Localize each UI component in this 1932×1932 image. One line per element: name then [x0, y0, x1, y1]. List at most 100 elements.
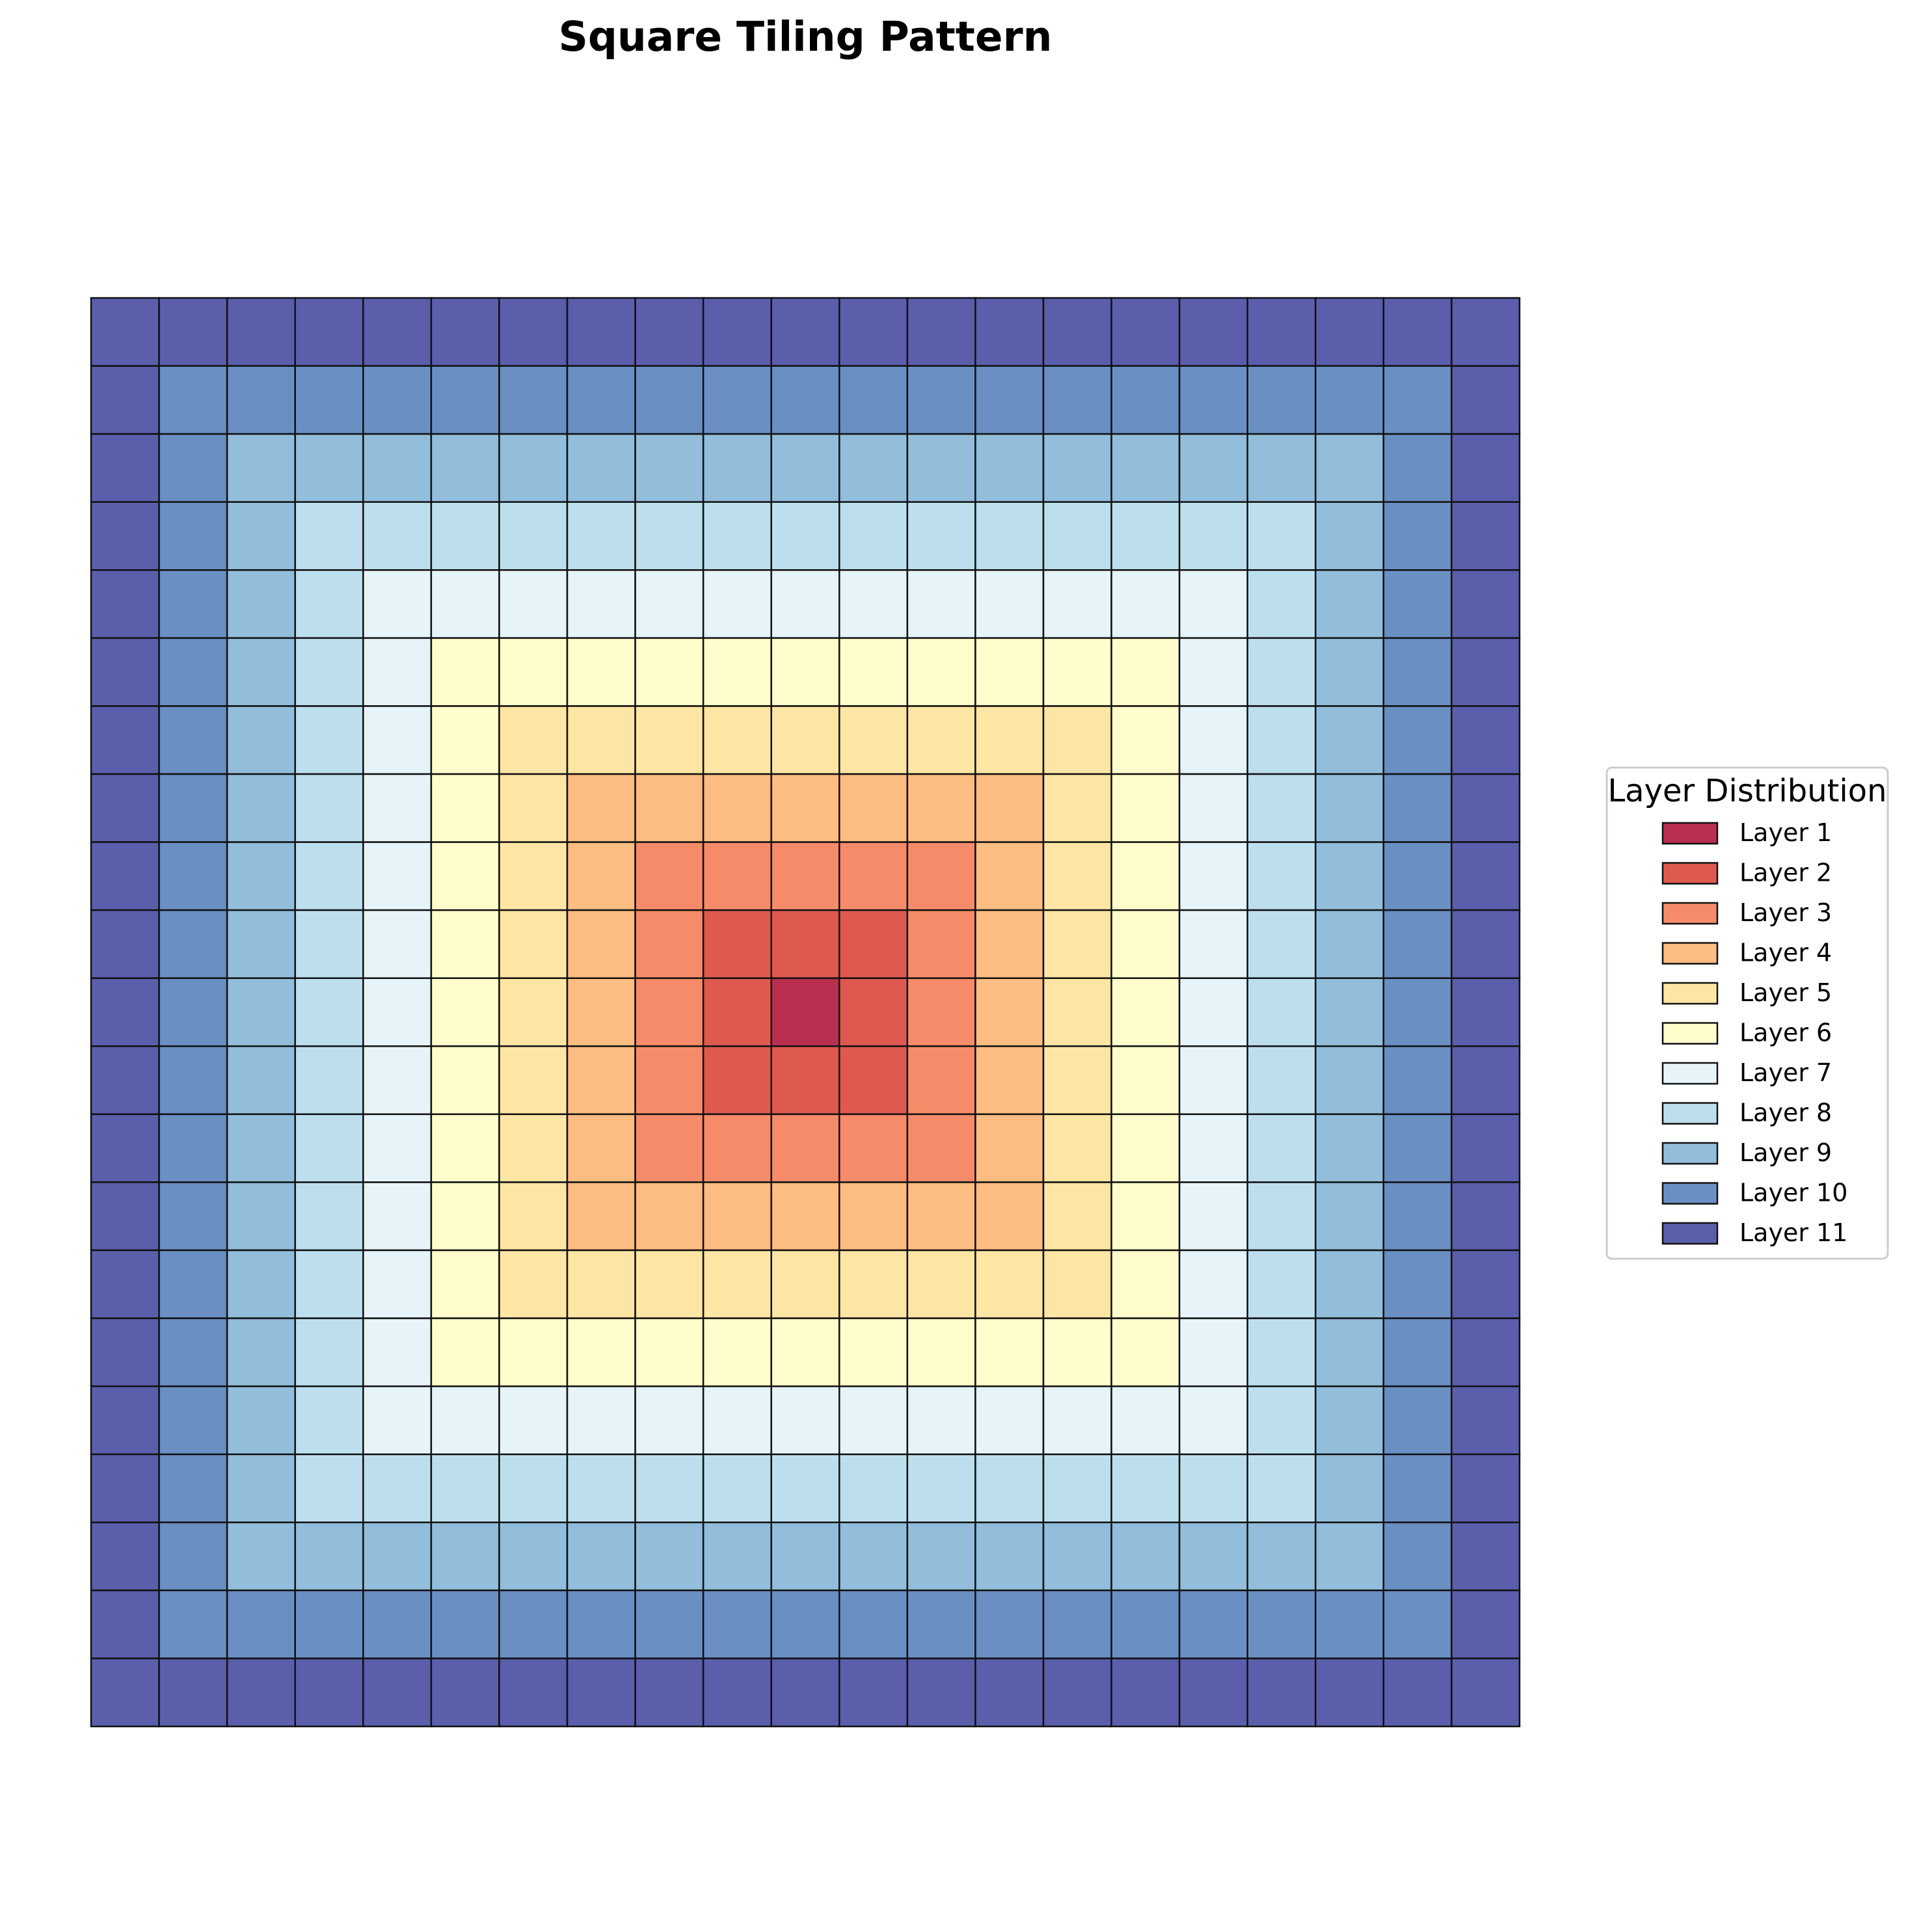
tile-layer-6	[430, 1113, 500, 1183]
tile-layer-7	[362, 841, 433, 911]
tile-layer-7	[362, 977, 433, 1047]
tile-layer-7	[430, 1385, 500, 1455]
tile-layer-6	[1110, 909, 1181, 979]
tile-layer-9	[1315, 773, 1385, 843]
tile-layer-9	[430, 433, 500, 503]
tile-layer-2	[839, 1045, 909, 1116]
tile-layer-10	[839, 365, 909, 435]
tile-layer-5	[1042, 1249, 1112, 1319]
tile-layer-9	[1315, 705, 1385, 775]
tile-layer-11	[974, 1657, 1045, 1728]
tile-layer-11	[839, 1657, 909, 1728]
tile-layer-10	[1382, 909, 1453, 979]
tile-layer-4	[974, 977, 1045, 1047]
tile-layer-10	[634, 365, 704, 435]
legend-title: Layer Distribution	[1607, 773, 1886, 809]
tile-layer-9	[634, 433, 704, 503]
tile-layer-5	[906, 705, 976, 775]
tile-layer-7	[770, 1385, 840, 1455]
tile-layer-9	[226, 1113, 296, 1183]
tile-layer-4	[770, 1181, 840, 1252]
tile-layer-6	[634, 637, 704, 707]
tile-layer-11	[1451, 977, 1521, 1047]
tile-layer-6	[1110, 1317, 1181, 1388]
legend-swatch-layer-8	[1661, 1102, 1719, 1125]
legend-label-layer-10: Layer 10	[1739, 1179, 1847, 1207]
tile-layer-5	[839, 705, 909, 775]
tile-layer-8	[839, 1453, 909, 1523]
tile-layer-11	[226, 297, 296, 367]
tile-layer-8	[430, 501, 500, 571]
legend-label-layer-6: Layer 6	[1739, 1019, 1832, 1047]
tile-layer-10	[158, 501, 228, 571]
tile-layer-7	[1178, 1317, 1248, 1388]
tile-layer-5	[1042, 773, 1112, 843]
tile-layer-10	[498, 1589, 569, 1659]
tile-layer-8	[294, 1453, 364, 1523]
tile-layer-10	[226, 365, 296, 435]
tile-layer-11	[90, 1113, 160, 1183]
tile-layer-6	[430, 637, 500, 707]
tile-layer-10	[158, 1522, 228, 1592]
tile-layer-9	[1315, 1522, 1385, 1592]
tile-layer-7	[702, 569, 772, 639]
tile-layer-11	[1451, 365, 1521, 435]
tile-layer-11	[1451, 501, 1521, 571]
tile-layer-6	[1110, 1045, 1181, 1116]
tile-layer-10	[158, 1045, 228, 1116]
tile-layer-2	[770, 909, 840, 979]
tile-layer-9	[1110, 433, 1181, 503]
tile-layer-10	[362, 365, 433, 435]
tile-layer-11	[1382, 297, 1453, 367]
tile-layer-4	[566, 1113, 636, 1183]
tile-layer-6	[906, 637, 976, 707]
tile-layer-4	[566, 909, 636, 979]
tile-layer-6	[566, 637, 636, 707]
tile-layer-11	[1451, 1113, 1521, 1183]
tile-layer-10	[1382, 1522, 1453, 1592]
tile-layer-11	[1178, 1657, 1248, 1728]
tile-layer-9	[839, 433, 909, 503]
tile-layer-8	[294, 1317, 364, 1388]
tile-layer-11	[1451, 1589, 1521, 1659]
tile-layer-10	[974, 365, 1045, 435]
tile-layer-4	[702, 1181, 772, 1252]
tile-layer-11	[634, 1657, 704, 1728]
tile-layer-11	[634, 297, 704, 367]
tile-layer-8	[294, 841, 364, 911]
tile-layer-11	[90, 841, 160, 911]
tile-layer-9	[1315, 1317, 1385, 1388]
tile-layer-10	[1315, 365, 1385, 435]
tile-layer-10	[158, 433, 228, 503]
tile-layer-7	[634, 569, 704, 639]
tile-layer-6	[430, 909, 500, 979]
legend-swatch-layer-6	[1661, 1022, 1719, 1045]
tile-layer-3	[634, 909, 704, 979]
tile-layer-10	[294, 1589, 364, 1659]
tile-layer-11	[1042, 1657, 1112, 1728]
tile-layer-11	[1451, 637, 1521, 707]
tile-layer-11	[90, 1317, 160, 1388]
tile-layer-9	[226, 1522, 296, 1592]
tile-layer-8	[906, 1453, 976, 1523]
tile-layer-6	[498, 637, 569, 707]
tile-layer-7	[362, 1113, 433, 1183]
tile-layer-10	[1382, 569, 1453, 639]
legend-label-layer-9: Layer 9	[1739, 1138, 1832, 1167]
tile-layer-11	[498, 1657, 569, 1728]
tile-layer-10	[1382, 433, 1453, 503]
tile-layer-10	[226, 1589, 296, 1659]
tile-layer-4	[566, 1045, 636, 1116]
tile-layer-11	[1110, 297, 1181, 367]
tile-layer-11	[362, 297, 433, 367]
tile-layer-10	[158, 1249, 228, 1319]
tile-layer-8	[294, 1113, 364, 1183]
tile-layer-9	[226, 1181, 296, 1252]
tile-layer-4	[974, 1113, 1045, 1183]
tile-layer-8	[1246, 637, 1317, 707]
tile-layer-8	[1246, 1045, 1317, 1116]
tile-layer-9	[1315, 909, 1385, 979]
tile-layer-8	[906, 501, 976, 571]
legend-label-layer-4: Layer 4	[1739, 939, 1832, 967]
